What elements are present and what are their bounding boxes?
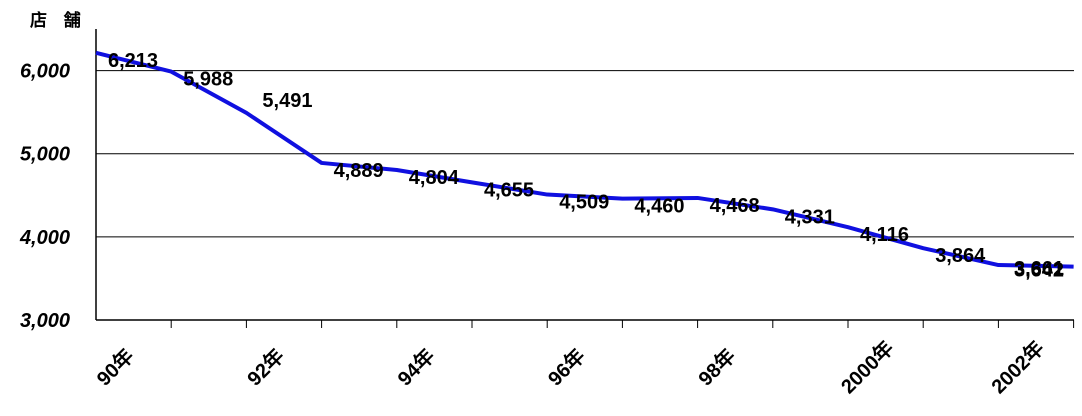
data-label: 3,661	[1014, 258, 1064, 280]
data-label: 5,491	[262, 90, 312, 112]
x-tick-label: 90年	[92, 344, 139, 391]
data-label: 4,889	[334, 160, 384, 182]
data-label: 4,655	[484, 179, 534, 201]
data-label: 6,213	[108, 50, 158, 72]
y-tick-label: 4,000	[19, 227, 70, 249]
data-label: 5,988	[183, 69, 233, 91]
series-line	[95, 50, 1074, 269]
data-label: 3,864	[935, 245, 986, 267]
data-label: 4,460	[634, 196, 684, 218]
data-label: 4,331	[785, 206, 835, 228]
data-label: 4,509	[559, 192, 609, 214]
x-tick-label: 2000年	[836, 336, 899, 399]
data-label: 4,468	[710, 195, 760, 217]
x-tick-label: 94年	[392, 344, 439, 391]
data-label: 4,804	[409, 167, 460, 189]
y-tick-label: 6,000	[20, 61, 70, 83]
x-tick-label: 92年	[242, 344, 289, 391]
y-axis-unit-label: 店 舗	[30, 11, 87, 30]
x-tick-label: 98年	[693, 344, 740, 391]
y-tick-label: 5,000	[20, 144, 70, 166]
x-tick-label: 2002年	[986, 336, 1049, 399]
y-tick-label: 3,000	[20, 310, 70, 332]
data-label: 3,642	[1014, 260, 1064, 282]
data-label: 4,116	[860, 224, 909, 246]
x-tick-label: 96年	[543, 344, 590, 391]
